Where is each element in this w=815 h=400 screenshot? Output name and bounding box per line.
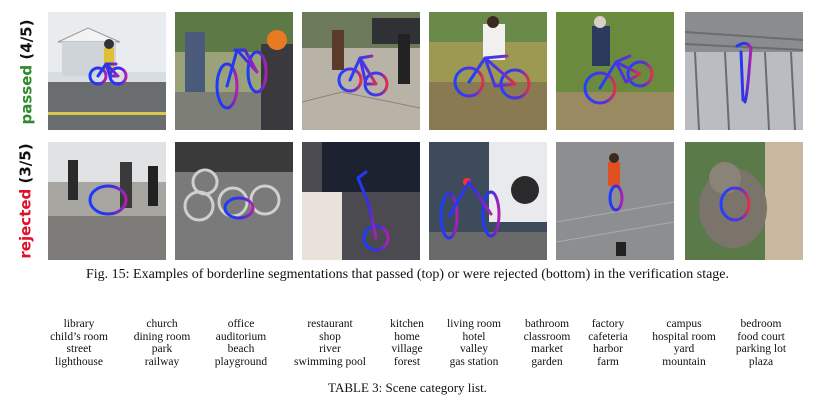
- passed-example-2: [175, 12, 293, 130]
- table-cell: living room: [447, 318, 501, 330]
- table-cell: dining room: [133, 330, 191, 343]
- table-cell: child’s room: [50, 330, 108, 343]
- table-cell: bedroom: [740, 318, 782, 330]
- table-column: factory cafeteria harbor farm: [578, 318, 638, 368]
- table-cell: beach: [227, 343, 255, 355]
- rejected-label: rejected: [17, 188, 36, 259]
- table-cell: auditorium: [215, 330, 267, 343]
- table-cell: factory: [591, 318, 625, 330]
- table-cell: kitchen: [390, 318, 424, 330]
- table-cell: classroom: [523, 330, 571, 343]
- table-cell: park: [151, 343, 173, 355]
- table-cell: valley: [459, 343, 489, 355]
- table-cell: street: [66, 343, 92, 355]
- rejected-example-1: [48, 142, 166, 260]
- rejected-row-label: rejected (3/5): [8, 142, 44, 260]
- table-column: bathroom classroom market garden: [516, 318, 578, 368]
- passed-row-label: passed (4/5): [8, 12, 44, 132]
- passed-example-5: [556, 12, 674, 130]
- table-column: restaurant shop river swimming pool: [278, 318, 382, 368]
- table-cell: lighthouse: [55, 355, 103, 368]
- scene-category-table: library child’s room street lighthouse c…: [38, 318, 793, 368]
- table-cell: harbor: [592, 343, 623, 355]
- table-cell: plaza: [748, 355, 774, 368]
- table-cell: farm: [597, 355, 619, 368]
- table-cell: swimming pool: [294, 355, 366, 368]
- passed-label: passed: [17, 64, 36, 125]
- table-column: kitchen home village forest: [382, 318, 432, 368]
- table-cell: market: [531, 343, 563, 355]
- table-cell: river: [319, 343, 341, 355]
- passed-example-3: [302, 12, 420, 130]
- table-cell: hospital room: [652, 330, 716, 343]
- passed-example-4: [429, 12, 547, 130]
- rejected-example-5: [556, 142, 674, 260]
- rejected-count: (3/5): [17, 143, 36, 184]
- rejected-example-4: [429, 142, 547, 260]
- rejected-example-6: [685, 142, 803, 260]
- table-column: campus hospital room yard mountain: [638, 318, 730, 368]
- table-cell: home: [394, 330, 420, 343]
- table-cell: garden: [531, 355, 563, 368]
- table-cell: railway: [144, 355, 180, 368]
- table-cell: playground: [214, 355, 268, 368]
- table-caption: TABLE 3: Scene category list.: [328, 380, 487, 395]
- table-column: church dining room park railway: [120, 318, 204, 368]
- table-cell: parking lot: [735, 343, 787, 355]
- table-cell: campus: [666, 318, 702, 330]
- passed-example-6: [685, 12, 803, 130]
- table-cell: yard: [673, 343, 695, 355]
- table-column: living room hotel valley gas station: [432, 318, 516, 368]
- table-cell: village: [391, 343, 423, 355]
- passed-example-1: [48, 12, 166, 130]
- figure-caption: Fig. 15: Examples of borderline segmenta…: [85, 267, 730, 282]
- table-column: library child’s room street lighthouse: [38, 318, 120, 368]
- table-cell: cafeteria: [588, 330, 628, 343]
- table-cell: hotel: [462, 330, 486, 343]
- table-cell: office: [227, 318, 255, 330]
- table-cell: shop: [319, 330, 341, 343]
- table-cell: gas station: [449, 355, 499, 368]
- table-cell: church: [146, 318, 178, 330]
- table-cell: mountain: [662, 355, 706, 368]
- table-cell: library: [63, 318, 95, 330]
- table-cell: restaurant: [307, 318, 353, 330]
- passed-count: (4/5): [17, 19, 36, 60]
- rejected-example-2: [175, 142, 293, 260]
- table-cell: food court: [737, 330, 785, 343]
- table-column: bedroom food court parking lot plaza: [730, 318, 792, 368]
- table-column: office auditorium beach playground: [204, 318, 278, 368]
- rejected-example-3: [302, 142, 420, 260]
- table-cell: bathroom: [524, 318, 570, 330]
- table-cell: forest: [393, 355, 421, 368]
